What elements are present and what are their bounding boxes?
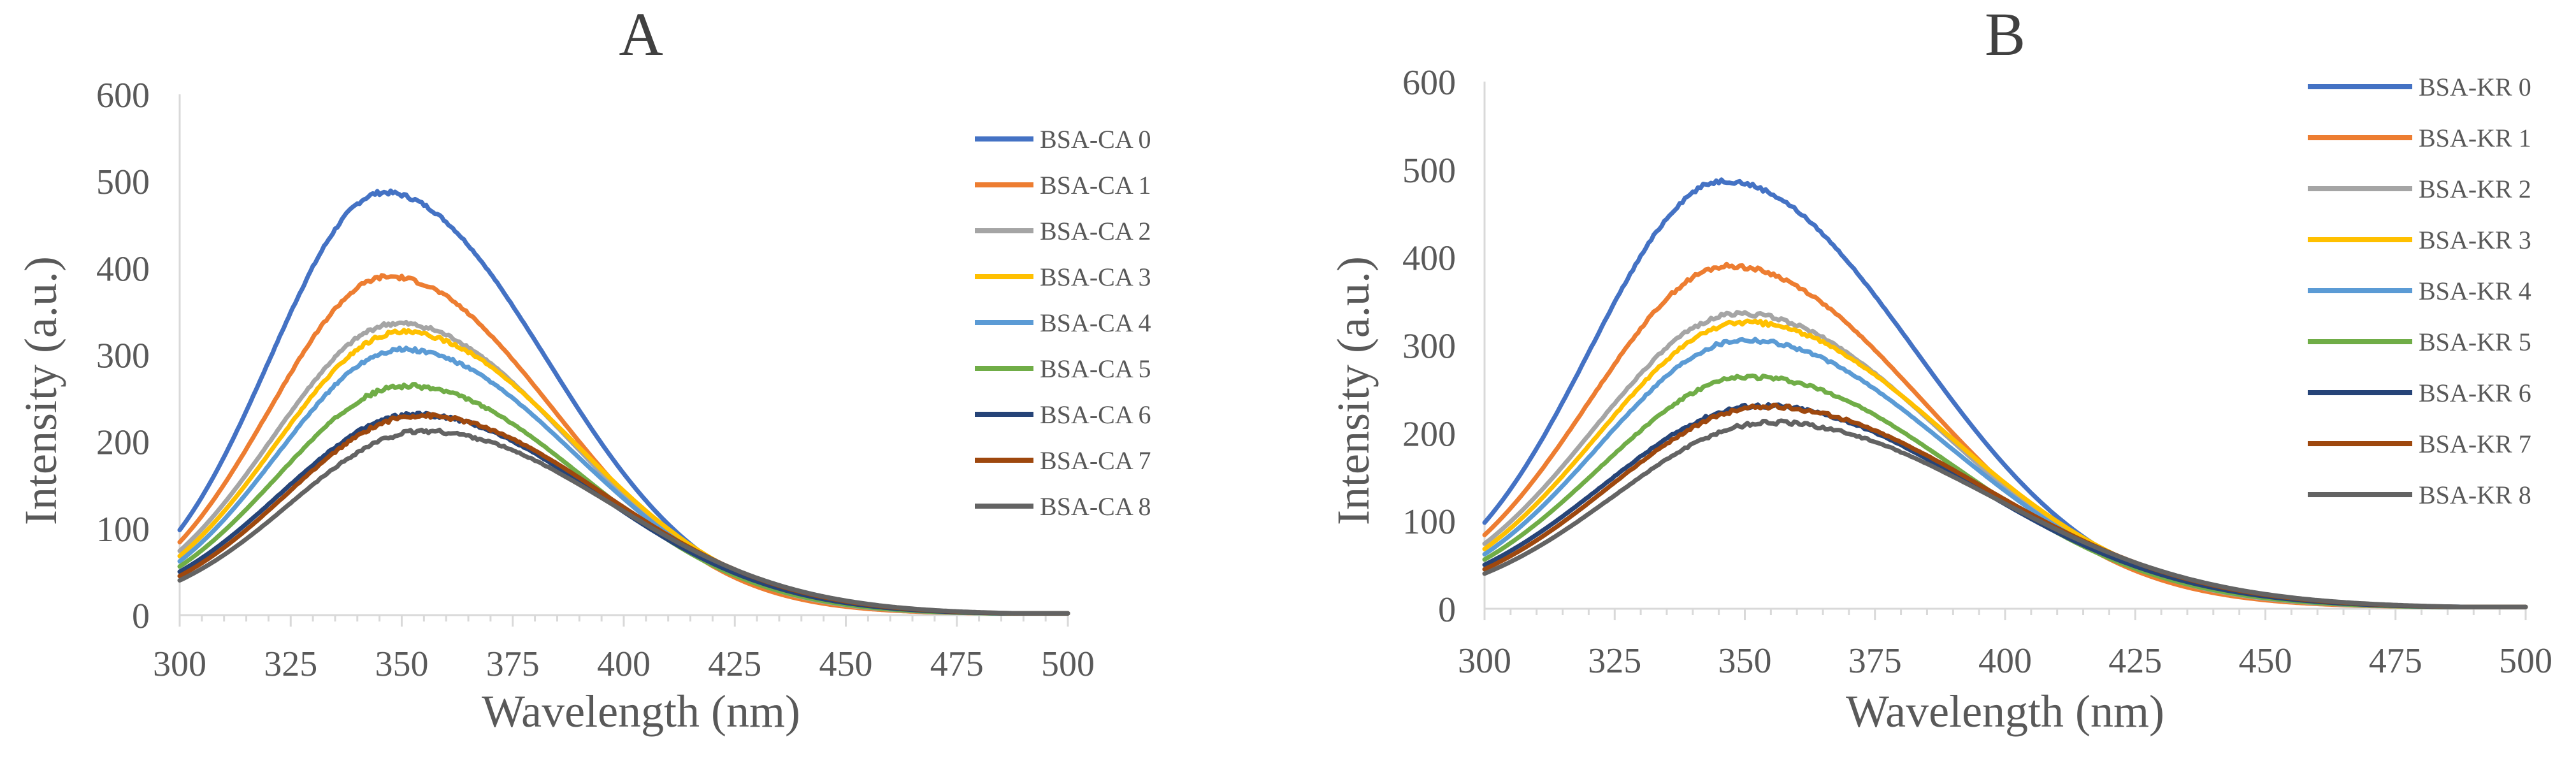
- x-tick-label: 300: [153, 644, 206, 684]
- series-line: [1482, 418, 2528, 609]
- x-tick-label: 325: [1588, 641, 1641, 681]
- legend-label: BSA-CA 2: [1040, 217, 1151, 245]
- legend: BSA-KR 0 BSA-KR 1 BSA-KR 2 BSA-KR 3 BSA-…: [2308, 73, 2531, 509]
- legend-label: BSA-CA 0: [1040, 125, 1151, 154]
- series-line: [177, 427, 1070, 616]
- series-layer: [1482, 177, 2528, 609]
- x-tick-label: 475: [930, 644, 984, 684]
- legend-label: BSA-CA 4: [1040, 309, 1151, 337]
- legend-label: BSA-KR 4: [2419, 277, 2531, 305]
- x-tick-label: 425: [2108, 641, 2162, 681]
- x-tick-label: 450: [2239, 641, 2292, 681]
- x-tick-label: 500: [1041, 644, 1095, 684]
- legend-label: BSA-KR 7: [2419, 430, 2531, 458]
- series-layer: [177, 188, 1070, 616]
- x-tick-label: 475: [2369, 641, 2422, 681]
- y-tick-label: 400: [96, 249, 150, 289]
- x-tick-label: 375: [1848, 641, 1902, 681]
- y-tick-label: 300: [96, 337, 150, 376]
- legend-label: BSA-KR 5: [2419, 328, 2531, 356]
- x-tick-label: 500: [2499, 641, 2552, 681]
- x-tick-label: 375: [486, 644, 540, 684]
- legend-label: BSA-CA 8: [1040, 492, 1151, 521]
- chart-title: A: [619, 0, 663, 68]
- y-tick-labels: 0 100 200 300 400 500 600: [96, 76, 150, 636]
- legend-label: BSA-KR 3: [2419, 226, 2531, 254]
- y-tick-label: 600: [1402, 63, 1456, 103]
- x-tick-label: 400: [597, 644, 651, 684]
- x-axis-label: Wavelength (nm): [482, 686, 800, 737]
- legend-label: BSA-KR 1: [2419, 124, 2531, 152]
- legend-label: BSA-CA 5: [1040, 354, 1151, 383]
- y-tick-label: 200: [96, 423, 150, 463]
- y-tick-label: 100: [96, 510, 150, 549]
- y-tick-labels: 0 100 200 300 400 500 600: [1402, 63, 1456, 630]
- chart-panel-b: B Wavelength (nm) Intensity (a.u.) 300 3…: [1328, 0, 2552, 737]
- y-tick-label: 0: [132, 597, 150, 636]
- y-axis-label: Intensity (a.u.): [15, 256, 66, 525]
- x-tick-label: 400: [1978, 641, 2032, 681]
- chart-panel-a: A Wavelength (nm) Intensity (a.u.) 300 3…: [15, 0, 1151, 737]
- x-tick-label: 325: [264, 644, 317, 684]
- x-tick-label: 350: [1718, 641, 1772, 681]
- legend-label: BSA-CA 6: [1040, 400, 1151, 429]
- legend-label: BSA-KR 0: [2419, 73, 2531, 101]
- x-tick-label: 300: [1458, 641, 1511, 681]
- y-tick-label: 100: [1402, 502, 1456, 542]
- legend-label: BSA-CA 7: [1040, 446, 1151, 475]
- y-tick-label: 400: [1402, 239, 1456, 279]
- legend-label: BSA-KR 2: [2419, 175, 2531, 203]
- y-axis-label: Intensity (a.u.): [1328, 256, 1379, 525]
- y-tick-label: 500: [1402, 151, 1456, 191]
- x-tick-labels: 300 325 350 375 400 425 450 475 500: [153, 644, 1095, 684]
- y-tick-label: 500: [96, 163, 150, 202]
- legend-label: BSA-KR 6: [2419, 379, 2531, 407]
- legend: BSA-CA 0 BSA-CA 1 BSA-CA 2 BSA-CA 3 BSA-…: [975, 125, 1151, 521]
- x-tick-label: 425: [708, 644, 761, 684]
- y-tick-label: 200: [1402, 414, 1456, 454]
- legend-label: BSA-CA 3: [1040, 263, 1151, 291]
- y-tick-label: 0: [1438, 590, 1456, 630]
- x-tick-label: 450: [819, 644, 873, 684]
- x-tick-labels: 300 325 350 375 400 425 450 475 500: [1458, 641, 2552, 681]
- x-tick-label: 350: [375, 644, 429, 684]
- x-axis-label: Wavelength (nm): [1846, 686, 2164, 737]
- y-tick-label: 300: [1402, 327, 1456, 367]
- legend-label: BSA-CA 1: [1040, 171, 1151, 200]
- legend-label: BSA-KR 8: [2419, 481, 2531, 509]
- chart-title: B: [1985, 0, 2026, 68]
- y-tick-label: 600: [96, 76, 150, 115]
